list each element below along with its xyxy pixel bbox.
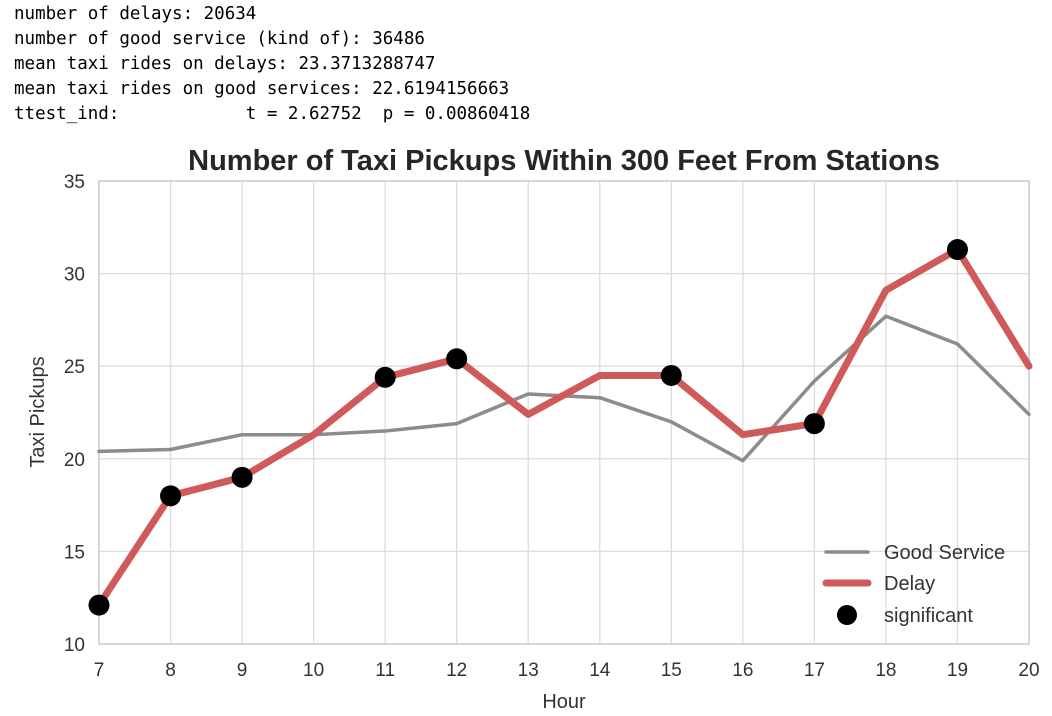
console-line-mean-good: mean taxi rides on good services: 22.619… [14,79,510,99]
significant-points [88,239,968,616]
legend-significant-label: significant [884,605,973,627]
y-tick-label: 25 [64,357,85,378]
console-line-delays: number of delays: 20634 [14,4,257,24]
legend: Good Service Delay significant [822,542,1005,627]
x-tick-label: 16 [732,660,753,681]
x-tick-label: 12 [446,660,467,681]
x-tick-label: 18 [875,660,896,681]
x-tick-label: 8 [165,660,176,681]
x-tick-label: 11 [375,660,395,681]
x-axis-label: Hour [542,691,586,713]
legend-significant-marker [837,605,857,625]
console-line-good-service: number of good service (kind of): 36486 [14,29,425,49]
series-lines [95,246,1033,609]
y-tick-label: 10 [64,635,85,656]
legend-delay-label: Delay [884,573,935,595]
significant-point [446,348,468,370]
y-tick-label: 30 [64,265,85,286]
y-tick-label: 20 [64,450,85,471]
significant-point [374,366,396,388]
significant-point [660,364,682,386]
x-tick-label: 9 [237,660,248,681]
x-tick-label: 20 [1018,660,1039,681]
significant-point [231,466,253,488]
console-output: number of delays: 20634 number of good se… [14,2,530,127]
y-tick-label: 35 [64,172,85,193]
x-tick-label: 17 [804,660,825,681]
y-axis-label: Taxi Pickups [27,356,49,467]
x-tick-label: 14 [589,660,611,681]
x-tick-label: 7 [94,660,105,681]
significant-point [160,485,182,507]
y-tick-labels: 10 15 20 25 30 35 [64,172,85,656]
significant-point [803,413,825,435]
significant-point [946,239,968,261]
x-tick-label: 15 [661,660,682,681]
plot-area [99,181,1029,644]
chart-title: Number of Taxi Pickups Within 300 Feet F… [188,145,940,177]
legend-good-service-label: Good Service [884,542,1005,564]
y-tick-label: 15 [64,542,85,563]
x-tick-label: 19 [947,660,968,681]
console-line-ttest: ttest_ind: t = 2.62752 p = 0.00860418 [14,104,531,124]
significant-point [88,594,110,616]
x-tick-labels: 7 8 9 10 11 12 13 14 15 16 17 18 19 20 [94,660,1040,681]
series-line-delay [95,246,1033,609]
x-tick-label: 10 [303,660,324,681]
console-line-mean-delays: mean taxi rides on delays: 23.3713288747 [14,54,436,74]
x-tick-label: 13 [518,660,539,681]
